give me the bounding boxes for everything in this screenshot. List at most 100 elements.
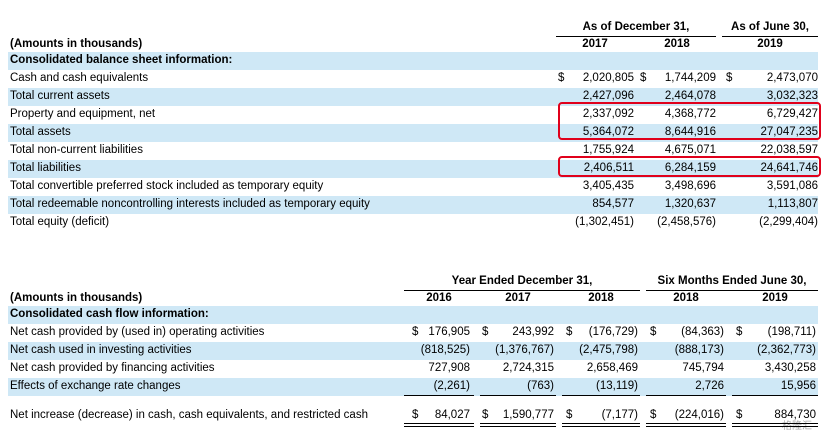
balance-value-cell: (1,302,451)	[575, 216, 634, 228]
cashflow-year-2: 2017	[505, 292, 531, 304]
cashflow-row: Net cash provided by financing activitie…	[8, 360, 818, 378]
balance-value-cell: 4,675,071	[664, 144, 716, 156]
balance-row-label: Cash and cash equivalents	[10, 72, 149, 84]
balance-row: Total convertible preferred stock includ…	[8, 178, 818, 196]
cashflow-currency-symbol: $	[482, 326, 489, 338]
cashflow-row-label: Net cash used in investing activities	[10, 344, 192, 356]
cashflow-row-label: Effects of exchange rate changes	[10, 380, 181, 392]
cashflow-value-cell: (224,016)	[674, 409, 724, 421]
balance-value-cell: 6,729,427	[766, 108, 818, 120]
balance-header-dec31-underline	[556, 36, 716, 37]
cashflow-subtotal-rule	[646, 395, 726, 396]
cashflow-value-cell: 2,724,315	[502, 362, 554, 374]
balance-value-cell: 3,032,323	[766, 90, 818, 102]
cashflow-value-cell: (2,362,773)	[757, 344, 816, 356]
balance-value-cell: 3,591,086	[766, 180, 818, 192]
balance-currency-symbol: $	[726, 72, 733, 84]
balance-value-cell: 2,406,511	[583, 162, 634, 174]
cashflow-value-cell: (888,173)	[674, 344, 724, 356]
cashflow-value-cell: (763)	[527, 380, 554, 392]
cashflow-currency-symbol: $	[566, 409, 573, 421]
cashflow-value-cell: 727,908	[428, 362, 470, 374]
balance-value-cell: 8,644,916	[664, 126, 716, 138]
balance-value-cell: 27,047,235	[760, 126, 818, 138]
balance-section-title-text: Consolidated balance sheet information:	[10, 54, 233, 66]
cashflow-total-double-rule	[646, 426, 726, 427]
balance-value-cell: (2,458,576)	[657, 216, 716, 228]
cashflow-total-double-rule	[562, 423, 640, 424]
cashflow-total-double-rule	[732, 426, 818, 427]
balance-row: Total non-current liabilities 1,755,924 4,…	[8, 142, 818, 160]
cashflow-header-year-ended: Year Ended December 31,	[451, 275, 593, 287]
balance-value-cell: 4,368,772	[664, 108, 716, 120]
balance-row: Total liabilities 2,406,511 6,284,159 24,64…	[8, 160, 818, 178]
cashflow-value-cell: 1,590,777	[502, 409, 554, 421]
balance-row-label: Total liabilities	[10, 162, 81, 174]
cashflow-value-cell: 884,730	[774, 409, 816, 421]
cashflow-year-1: 2016	[426, 292, 452, 304]
balance-currency-symbol: $	[558, 72, 565, 84]
balance-value-cell: 2,427,096	[582, 90, 634, 102]
balance-value-cell: 2,473,070	[766, 72, 818, 84]
balance-row-label: Total equity (deficit)	[10, 216, 110, 228]
balance-currency-symbol: $	[640, 72, 647, 84]
balance-row: Property and equipment, net 2,337,092 4,36…	[8, 106, 818, 124]
cashflow-header-six-months: Six Months Ended June 30,	[657, 275, 807, 287]
balance-section-title: Consolidated balance sheet information:	[8, 52, 818, 70]
balance-row-label: Total redeemable noncontrolling interest…	[10, 198, 370, 210]
cashflow-total-double-rule	[404, 426, 474, 427]
balance-header-jun30-underline	[722, 36, 818, 37]
cashflow-value-cell: 2,726	[695, 380, 724, 392]
cashflow-currency-symbol: $	[736, 326, 743, 338]
cashflow-currency-symbol: $	[650, 409, 657, 421]
balance-value-cell: 22,038,597	[760, 144, 818, 156]
cashflow-subtotal-rule	[480, 395, 556, 396]
balance-amounts-label: (Amounts in thousands)	[10, 38, 143, 50]
cashflow-year-3: 2018	[588, 292, 614, 304]
cashflow-value-cell: (7,177)	[601, 409, 638, 421]
cashflow-value-cell: (13,119)	[596, 380, 638, 392]
balance-value-cell: 1,744,209	[664, 72, 716, 84]
balance-row: Total redeemable noncontrolling interest…	[8, 196, 818, 214]
balance-row-label: Property and equipment, net	[10, 108, 156, 120]
cashflow-value-cell: 84,027	[434, 409, 470, 421]
cashflow-value-cell: (818,525)	[420, 344, 470, 356]
cashflow-value-cell: 2,658,469	[586, 362, 638, 374]
balance-value-cell: 2,020,805	[582, 72, 634, 84]
cashflow-subtotal-rule	[732, 395, 818, 396]
cashflow-subtotal-rule	[404, 395, 474, 396]
cashflow-row: Effects of exchange rate changes (2,261) (…	[8, 378, 818, 396]
cashflow-row: Net cash provided by (used in) operating…	[8, 324, 818, 342]
highlight-box-property-assets	[558, 102, 821, 140]
cashflow-year-4: 2018	[673, 292, 699, 304]
cashflow-currency-symbol: $	[736, 409, 743, 421]
balance-value-cell: 2,464,078	[664, 90, 716, 102]
balance-value-cell: (2,299,404)	[759, 216, 818, 228]
cashflow-value-cell: 176,905	[428, 326, 470, 338]
cashflow-subtotal-rule	[562, 395, 640, 396]
cashflow-currency-symbol: $	[566, 326, 573, 338]
balance-value-cell: 1,755,924	[582, 144, 634, 156]
cashflow-total-double-rule	[480, 423, 556, 424]
balance-year-1: 2017	[582, 38, 608, 50]
balance-row-label: Total convertible preferred stock includ…	[10, 180, 324, 192]
cashflow-currency-symbol: $	[482, 409, 489, 421]
balance-value-cell: 854,577	[592, 198, 634, 210]
cashflow-total-double-rule	[404, 423, 474, 424]
balance-row: Total assets 5,364,072 8,644,916 27,047,235	[8, 124, 818, 142]
cashflow-year-5: 2019	[762, 292, 788, 304]
cashflow-value-cell: (84,363)	[681, 326, 724, 338]
balance-row: Total equity (deficit) (1,302,451) (2,458,…	[8, 214, 818, 232]
cashflow-header-year-ended-underline	[404, 290, 640, 291]
balance-row-label: Total assets	[10, 126, 71, 138]
balance-header-dec31: As of December 31,	[582, 21, 690, 33]
balance-value-cell: 2,337,092	[582, 108, 634, 120]
cashflow-row-label: Net increase (decrease) in cash, cash eq…	[10, 409, 368, 421]
balance-row-label: Total current assets	[10, 90, 110, 102]
cashflow-value-cell: (2,261)	[433, 380, 470, 392]
highlight-box-total-liabilities	[558, 156, 821, 177]
cashflow-total-double-rule	[646, 423, 726, 424]
cashflow-row: Net increase (decrease) in cash, cash eq…	[8, 407, 818, 425]
cashflow-row-label: Net cash provided by financing activitie…	[10, 362, 215, 374]
balance-row-label: Total non-current liabilities	[10, 144, 143, 156]
